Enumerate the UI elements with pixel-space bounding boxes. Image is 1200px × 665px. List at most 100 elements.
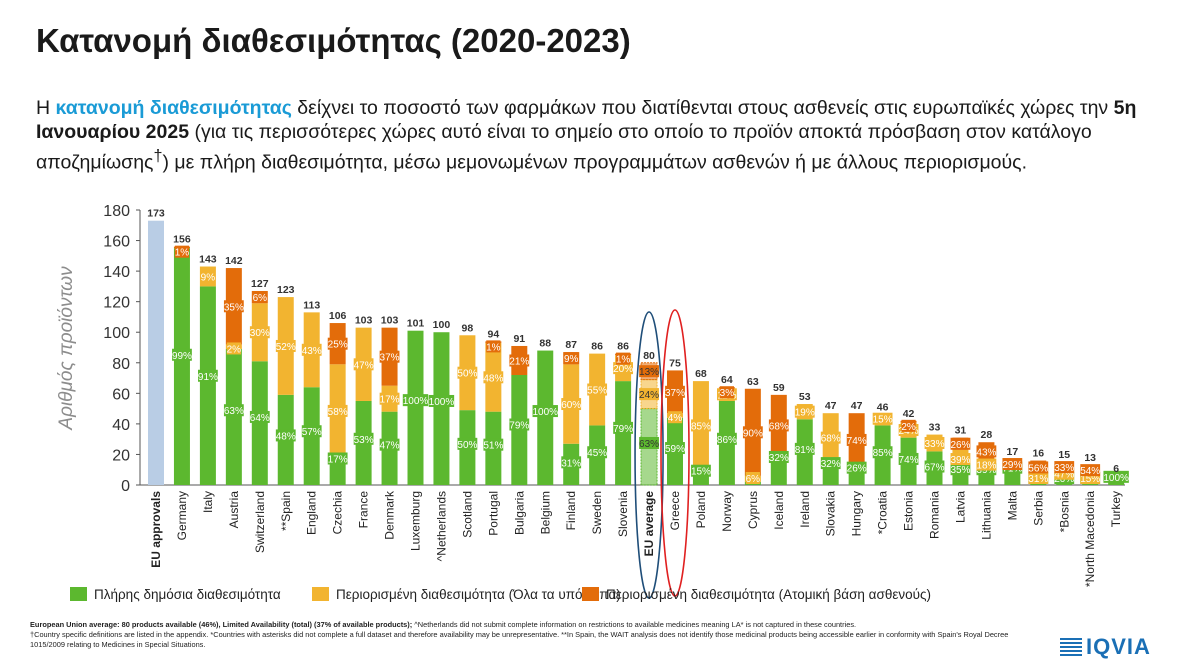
bar-total-label: 63 (747, 376, 759, 388)
pct-label-individual: 13% (639, 367, 659, 378)
pct-label-limited-bg (301, 343, 322, 356)
pct-label-full-bg (613, 421, 633, 434)
category-label: Bulgaria (512, 491, 526, 535)
logo-text: IQVIA (1086, 634, 1151, 659)
pct-label-full: 59% (665, 444, 685, 455)
pct-label-limited-bg (950, 453, 971, 466)
pct-label-individual: 1% (175, 248, 190, 259)
intro-part-2: δείχνει το ποσοστό των φαρμάκων που διατ… (291, 97, 1114, 119)
bar-total-label: 59 (773, 382, 785, 394)
pct-label-individual: 43% (976, 447, 996, 458)
footnote-line-2: †Country specific definitions are listed… (30, 630, 1009, 649)
pct-label-individual-bg (1080, 464, 1101, 477)
pct-label-individual: 3% (720, 388, 735, 399)
pct-label-limited-bg (483, 371, 504, 384)
bar-total-label: 46 (877, 402, 889, 414)
pct-label-limited-bg (353, 358, 374, 371)
pct-label-full: 39% (976, 465, 996, 476)
bar-total-label: 75 (669, 357, 681, 369)
pct-label-limited: 2% (227, 344, 242, 355)
intro-date: 5η Ιανουαρίου 2025 (36, 97, 1137, 143)
pct-label-full-bg (717, 432, 737, 445)
pct-label-full-bg (353, 432, 374, 445)
category-label: Portugal (486, 491, 500, 536)
pct-label-individual-bg (639, 365, 659, 378)
y-tick-label: 120 (103, 295, 130, 312)
bar-total-label: 13 (1084, 452, 1096, 464)
category-label: EU average (642, 491, 656, 557)
pct-label-full-bg (665, 442, 685, 455)
bar-total-label: 113 (303, 299, 320, 311)
y-tick-label: 100 (103, 325, 130, 342)
bar-total-label: 123 (277, 284, 295, 296)
bar-total-label: 88 (539, 338, 551, 350)
pct-label-individual-bg (379, 350, 400, 363)
category-label: Austria (227, 491, 241, 529)
pct-label-full-bg (924, 460, 945, 473)
category-label: Hungary (850, 491, 864, 536)
pct-label-full-bg (587, 446, 608, 459)
bar-total-label: 47 (825, 400, 837, 412)
pct-label-full-bg (561, 456, 582, 469)
category-label: ^Netherlands (434, 491, 448, 561)
bar-total-label: 33 (929, 422, 941, 434)
category-label: Serbia (1031, 491, 1045, 526)
bar-total-label: 87 (565, 339, 577, 351)
pct-label-individual: 74% (847, 436, 867, 447)
legend-swatch-individual (582, 587, 599, 601)
pct-label-full: 91% (198, 372, 218, 383)
category-label: Cyprus (746, 491, 760, 529)
pct-label-limited: 50% (457, 369, 477, 380)
pct-label-limited-bg (1028, 472, 1049, 484)
bar-total-label: 143 (199, 254, 217, 266)
category-label: Scotland (460, 491, 474, 538)
pct-label-full: 74% (899, 455, 919, 466)
pct-label-individual: 54% (1080, 466, 1100, 477)
pct-label-limited-bg (327, 404, 348, 417)
pct-label-individual: 1% (486, 342, 501, 353)
pct-label-limited-bg (379, 392, 400, 405)
bar-segment-full (537, 350, 554, 485)
pct-label-individual-bg (768, 419, 789, 432)
pct-label-limited-bg (226, 342, 241, 355)
pct-label-limited: 43% (302, 346, 322, 357)
pct-label-full-bg (768, 450, 789, 463)
bar-segment-full (225, 349, 242, 485)
legend-swatch-limited (312, 587, 329, 601)
pct-label-limited-bg (275, 339, 296, 352)
pct-label-full-bg (198, 369, 218, 382)
pct-label-full-bg (457, 437, 478, 450)
pct-label-full-bg (172, 348, 192, 361)
bar-eu-approvals (148, 220, 164, 485)
category-label: *Bosnia (1057, 491, 1071, 533)
pct-label-limited-bg (457, 366, 478, 379)
pct-label-full-bg (846, 461, 867, 474)
category-label: Finland (564, 491, 578, 530)
category-label: Iceland (772, 491, 786, 530)
bar-segment-full (173, 248, 190, 485)
pct-label-individual: 90% (743, 428, 763, 439)
category-label: Romania (928, 491, 942, 539)
pct-label-limited: 19% (795, 408, 815, 419)
bar-total-label: 127 (251, 278, 269, 290)
intro-highlight: κατανομή διαθεσιμότητας (55, 97, 292, 119)
pct-label-individual: 26% (950, 440, 970, 451)
pct-label-full: 15% (691, 467, 711, 478)
pct-label-full-bg (691, 464, 711, 477)
pct-label-individual-bg (976, 445, 997, 458)
category-label: France (357, 491, 371, 529)
pct-label-limited: 39% (950, 455, 970, 466)
pct-label-full-bg (223, 404, 244, 417)
pct-label-individual-bg (509, 354, 530, 367)
pct-label-limited-bg (200, 270, 215, 283)
pct-label-full-bg (532, 405, 558, 418)
category-label: Estonia (902, 491, 916, 531)
pct-label-limited-bg (613, 362, 633, 375)
category-label: Malta (1005, 491, 1019, 521)
pct-label-limited: 4% (668, 413, 683, 424)
category-label: Sweden (590, 491, 604, 534)
pct-label-individual: 25% (328, 340, 348, 351)
pct-label-full: 100% (1103, 473, 1129, 484)
bar-total-label: 15 (1058, 449, 1070, 461)
category-label: Norway (720, 491, 734, 532)
